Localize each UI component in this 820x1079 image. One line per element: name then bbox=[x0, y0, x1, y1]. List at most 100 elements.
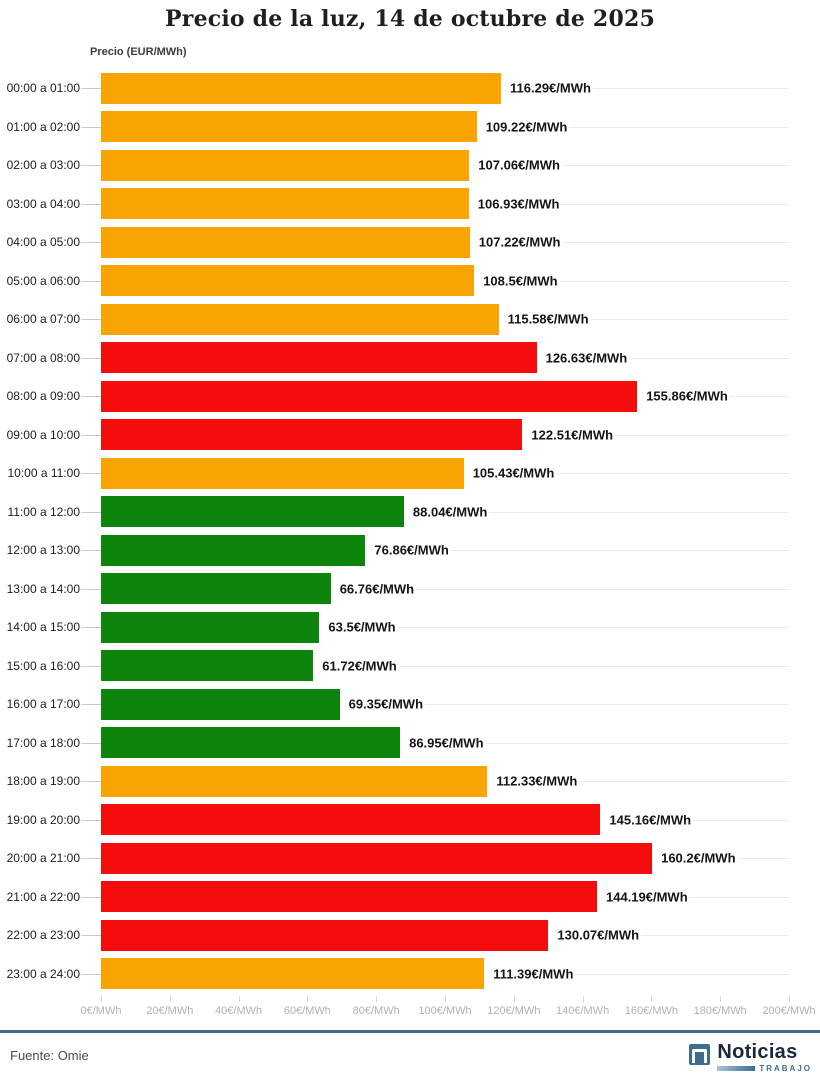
price-bar bbox=[101, 573, 331, 605]
x-tick-label: 20€/MWh bbox=[146, 1005, 194, 1017]
x-axis: 0€/MWh 20€/MWh 40€/MWh 60€/MWh 80€/MWh 100€/M… bbox=[81, 995, 816, 1023]
price-value-label: 108.5€/MWh bbox=[474, 272, 560, 290]
price-value-label: 160.2€/MWh bbox=[652, 849, 738, 867]
price-bar bbox=[101, 380, 638, 412]
hour-label: 09:00 a 10:00 bbox=[6, 427, 80, 442]
y-tick-mark bbox=[81, 665, 101, 667]
x-tick-mark bbox=[101, 996, 102, 1002]
x-tick-mark bbox=[513, 996, 515, 1002]
chart-row: 18:00 a 19:00 112.33€/MWh bbox=[0, 762, 820, 801]
chart-row: 04:00 a 05:00 107.22€/MWh bbox=[0, 223, 820, 262]
chart-row: 23:00 a 24:00 111.39€/MWh bbox=[0, 955, 820, 994]
hour-label: 16:00 a 17:00 bbox=[6, 697, 80, 712]
price-value-label: 112.33€/MWh bbox=[487, 772, 580, 790]
chart-row: 19:00 a 20:00 145.16€/MWh bbox=[0, 801, 820, 840]
price-value-label: 126.63€/MWh bbox=[536, 349, 630, 367]
hour-label: 21:00 a 22:00 bbox=[6, 889, 80, 904]
y-tick-mark bbox=[81, 280, 101, 282]
x-tick-mark bbox=[582, 996, 584, 1002]
price-bar bbox=[101, 111, 477, 143]
price-value-label: 130.07€/MWh bbox=[548, 926, 642, 944]
x-tick-label: 0€/MWh bbox=[80, 1005, 122, 1017]
y-tick-mark bbox=[81, 473, 101, 475]
price-value-label: 69.35€/MWh bbox=[339, 695, 426, 713]
chart-row: 09:00 a 10:00 122.51€/MWh bbox=[0, 416, 820, 455]
row-gridline bbox=[101, 588, 789, 590]
hour-label: 14:00 a 15:00 bbox=[6, 620, 80, 635]
plot-area: 00:00 a 01:00 116.29€/MWh 01:00 a 02:00 109… bbox=[0, 69, 820, 993]
price-value-label: 105.43€/MWh bbox=[463, 464, 557, 482]
chart-row: 12:00 a 13:00 76.86€/MWh bbox=[0, 531, 820, 570]
x-tick-label: 140€/MWh bbox=[555, 1005, 610, 1017]
x-tick-mark bbox=[307, 996, 309, 1002]
x-tick-mark bbox=[789, 996, 790, 1002]
chart-row: 06:00 a 07:00 115.58€/MWh bbox=[0, 300, 820, 339]
row-gridline bbox=[101, 704, 789, 706]
chart-row: 08:00 a 09:00 155.86€/MWh bbox=[0, 377, 820, 416]
hour-label: 17:00 a 18:00 bbox=[6, 735, 80, 750]
hour-label: 19:00 a 20:00 bbox=[6, 812, 80, 827]
price-value-label: 122.51€/MWh bbox=[522, 426, 616, 444]
y-tick-mark bbox=[81, 165, 101, 167]
y-tick-mark bbox=[81, 203, 101, 205]
x-tick-mark bbox=[720, 996, 722, 1002]
price-value-label: 86.95€/MWh bbox=[400, 734, 486, 752]
x-axis-title: Precio (EUR/MWh) bbox=[90, 46, 187, 58]
hour-label: 23:00 a 24:00 bbox=[6, 966, 80, 981]
y-tick-mark bbox=[81, 126, 101, 128]
price-value-label: 145.16€/MWh bbox=[600, 811, 694, 829]
x-tick-mark bbox=[238, 996, 240, 1002]
hour-label: 10:00 a 11:00 bbox=[7, 466, 80, 481]
y-tick-mark bbox=[81, 242, 101, 244]
price-value-label: 116.29€/MWh bbox=[501, 79, 593, 97]
chart-row: 07:00 a 08:00 126.63€/MWh bbox=[0, 339, 820, 378]
x-tick-label: 60€/MWh bbox=[283, 1005, 331, 1017]
chart-row: 11:00 a 12:00 88.04€/MWh bbox=[0, 493, 820, 532]
price-bar bbox=[101, 765, 488, 797]
hour-label: 00:00 a 01:00 bbox=[6, 81, 80, 96]
y-tick-mark bbox=[81, 819, 101, 821]
row-gridline bbox=[101, 627, 789, 629]
chart-row: 21:00 a 22:00 144.19€/MWh bbox=[0, 878, 820, 917]
price-value-label: 107.22€/MWh bbox=[469, 233, 563, 251]
price-bar bbox=[101, 804, 601, 836]
price-bar bbox=[101, 650, 314, 682]
price-value-label: 107.06€/MWh bbox=[469, 156, 562, 174]
x-tick-mark bbox=[376, 996, 378, 1002]
price-bar bbox=[101, 265, 475, 297]
price-value-label: 109.22€/MWh bbox=[476, 118, 570, 136]
price-bar bbox=[101, 457, 464, 489]
y-tick-mark bbox=[81, 973, 101, 975]
price-bar bbox=[101, 149, 470, 181]
x-tick-mark bbox=[651, 996, 653, 1002]
y-tick-mark bbox=[81, 627, 101, 629]
logo-sub-text: TRABAJO bbox=[759, 1064, 812, 1073]
y-tick-mark bbox=[81, 550, 101, 552]
price-bar bbox=[101, 496, 404, 528]
price-bar bbox=[101, 342, 537, 374]
y-tick-mark bbox=[81, 434, 101, 436]
chart-row: 01:00 a 02:00 109.22€/MWh bbox=[0, 108, 820, 147]
logo-n-icon bbox=[689, 1044, 711, 1065]
chart-row: 05:00 a 06:00 108.5€/MWh bbox=[0, 262, 820, 301]
price-bar bbox=[101, 419, 523, 451]
price-value-label: 155.86€/MWh bbox=[637, 387, 730, 405]
chart-row: 22:00 a 23:00 130.07€/MWh bbox=[0, 916, 820, 955]
y-tick-mark bbox=[81, 742, 101, 744]
logo-gradient-bar-icon bbox=[717, 1066, 756, 1071]
x-tick-label: 160€/MWh bbox=[624, 1005, 678, 1017]
x-tick-mark bbox=[445, 996, 446, 1002]
chart-row: 02:00 a 03:00 107.06€/MWh bbox=[0, 146, 820, 185]
hour-label: 12:00 a 13:00 bbox=[6, 543, 80, 558]
source-text: Fuente: Omie bbox=[10, 1048, 89, 1063]
logo-name: Noticias bbox=[717, 1041, 798, 1063]
chart-row: 10:00 a 11:00 105.43€/MWh bbox=[0, 454, 820, 493]
hour-label: 13:00 a 14:00 bbox=[6, 581, 80, 596]
price-value-label: 144.19€/MWh bbox=[597, 888, 690, 906]
price-value-label: 63.5€/MWh bbox=[319, 618, 398, 636]
price-bar bbox=[101, 188, 469, 220]
y-tick-mark bbox=[81, 935, 101, 937]
y-tick-mark bbox=[81, 88, 101, 90]
price-value-label: 61.72€/MWh bbox=[313, 657, 399, 675]
chart-row: 20:00 a 21:00 160.2€/MWh bbox=[0, 839, 820, 878]
